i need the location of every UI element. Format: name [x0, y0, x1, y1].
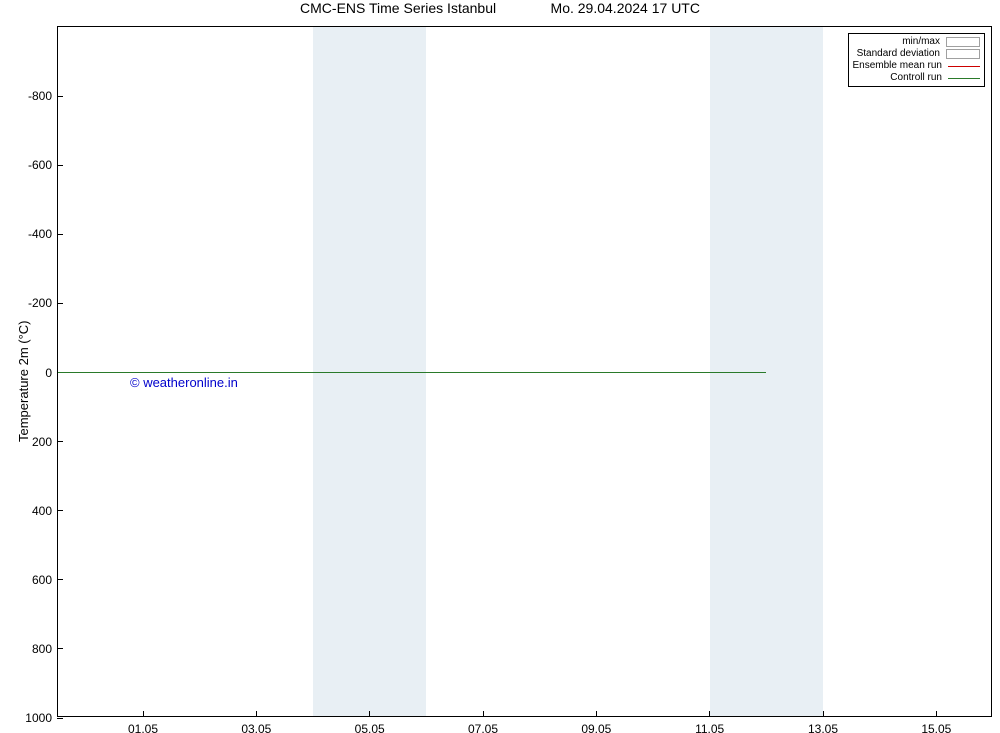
legend-item-label: Controll run	[890, 72, 942, 84]
y-tick-label: 800	[32, 642, 52, 656]
x-tick-mark	[596, 711, 597, 717]
y-tick-mark	[57, 234, 63, 235]
x-tick-label: 07.05	[468, 722, 498, 733]
watermark-label: © weatheronline.in	[130, 375, 238, 390]
y-tick-mark	[57, 718, 63, 719]
chart-title-region: CMC-ENS Time Series Istanbul Mo. 29.04.2…	[0, 0, 1000, 26]
y-axis-label: Temperature 2m (°C)	[16, 322, 31, 442]
chart-title-left: CMC-ENS Time Series Istanbul	[300, 0, 496, 16]
x-tick-label: 03.05	[241, 722, 271, 733]
legend-item: Ensemble mean run	[853, 60, 981, 72]
y-tick-label: 0	[45, 366, 52, 380]
chart-title-right: Mo. 29.04.2024 17 UTC	[551, 0, 700, 16]
legend-swatch	[948, 61, 980, 71]
x-tick-label: 13.05	[808, 722, 838, 733]
x-tick-mark	[143, 711, 144, 717]
y-tick-mark	[57, 165, 63, 166]
y-tick-mark	[57, 96, 63, 97]
legend-swatch	[946, 49, 980, 59]
x-tick-label: 05.05	[355, 722, 385, 733]
x-tick-label: 15.05	[921, 722, 951, 733]
x-tick-label: 09.05	[581, 722, 611, 733]
y-tick-label: 400	[32, 504, 52, 518]
x-tick-label: 11.05	[695, 722, 724, 733]
x-tick-mark	[823, 711, 824, 717]
x-tick-mark	[936, 711, 937, 717]
y-tick-label: -200	[28, 296, 52, 310]
y-tick-mark	[57, 579, 63, 580]
y-tick-label: -600	[28, 158, 52, 172]
chart-container: CMC-ENS Time Series Istanbul Mo. 29.04.2…	[0, 0, 1000, 733]
y-tick-mark	[57, 303, 63, 304]
legend-swatch	[948, 73, 980, 83]
y-tick-label: -800	[28, 89, 52, 103]
legend-item-label: Standard deviation	[857, 48, 940, 60]
x-tick-mark	[709, 711, 710, 717]
legend-item: Standard deviation	[853, 48, 981, 60]
x-tick-mark	[369, 711, 370, 717]
legend-item-label: Ensemble mean run	[853, 60, 943, 72]
legend-item: min/max	[853, 36, 981, 48]
y-tick-label: 200	[32, 435, 52, 449]
legend: min/maxStandard deviationEnsemble mean r…	[848, 33, 986, 87]
legend-swatch	[946, 37, 980, 47]
y-tick-label: -400	[28, 227, 52, 241]
x-tick-mark	[483, 711, 484, 717]
y-tick-mark	[57, 510, 63, 511]
y-tick-mark	[57, 441, 63, 442]
y-tick-label: 600	[32, 573, 52, 587]
y-tick-label: 1000	[25, 711, 52, 725]
x-tick-label: 01.05	[128, 722, 158, 733]
x-tick-mark	[256, 711, 257, 717]
legend-item: Controll run	[853, 72, 981, 84]
y-tick-mark	[57, 648, 63, 649]
control-run-line	[58, 372, 766, 373]
legend-item-label: min/max	[902, 36, 940, 48]
plot-area: © weatheronline.in min/maxStandard devia…	[57, 26, 992, 717]
